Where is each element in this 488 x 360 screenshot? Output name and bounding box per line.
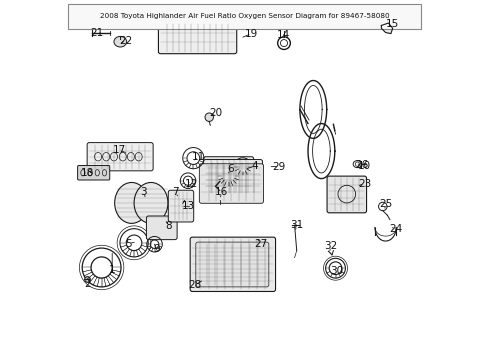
Ellipse shape: [216, 194, 223, 200]
FancyBboxPatch shape: [78, 166, 109, 180]
Text: 9: 9: [153, 244, 159, 254]
FancyBboxPatch shape: [87, 143, 153, 171]
Text: 20: 20: [209, 108, 223, 118]
Text: 19: 19: [244, 28, 258, 39]
Text: 12: 12: [184, 179, 198, 189]
Text: 2008 Toyota Highlander Air Fuel Ratio Oxygen Sensor Diagram for 89467-58080: 2008 Toyota Highlander Air Fuel Ratio Ox…: [100, 13, 388, 19]
FancyBboxPatch shape: [203, 157, 253, 195]
Text: 7: 7: [172, 187, 179, 197]
FancyBboxPatch shape: [146, 216, 177, 240]
FancyBboxPatch shape: [195, 242, 268, 287]
Text: 1: 1: [109, 265, 115, 275]
Text: 30: 30: [330, 266, 343, 276]
Text: 4: 4: [251, 161, 258, 171]
Text: 8: 8: [165, 221, 172, 231]
FancyBboxPatch shape: [158, 22, 236, 54]
Text: 5: 5: [125, 239, 132, 248]
Text: 3: 3: [141, 187, 147, 197]
Text: 18: 18: [81, 168, 94, 178]
Polygon shape: [381, 23, 392, 33]
Text: 23: 23: [357, 179, 370, 189]
Ellipse shape: [134, 183, 167, 224]
Text: 32: 32: [324, 241, 337, 251]
Text: 31: 31: [289, 220, 303, 230]
FancyBboxPatch shape: [190, 237, 275, 292]
Ellipse shape: [114, 183, 148, 224]
Text: 27: 27: [253, 239, 266, 248]
FancyBboxPatch shape: [203, 159, 262, 195]
Text: 29: 29: [272, 162, 285, 172]
Text: 10: 10: [357, 161, 370, 171]
Ellipse shape: [84, 277, 90, 282]
FancyBboxPatch shape: [168, 190, 193, 222]
Bar: [68, 4, 420, 29]
Text: 6: 6: [226, 165, 233, 174]
Text: 16: 16: [215, 187, 228, 197]
FancyBboxPatch shape: [199, 164, 263, 203]
Text: 15: 15: [385, 19, 399, 29]
Ellipse shape: [204, 113, 213, 121]
Text: 13: 13: [181, 202, 194, 211]
Text: 26: 26: [354, 160, 367, 170]
FancyBboxPatch shape: [326, 176, 366, 213]
Text: 17: 17: [112, 145, 125, 155]
Ellipse shape: [114, 36, 126, 47]
Text: 21: 21: [90, 28, 103, 38]
Text: 25: 25: [378, 199, 391, 209]
Text: 22: 22: [120, 36, 133, 46]
Text: 2: 2: [84, 279, 91, 289]
Text: 14: 14: [276, 30, 289, 40]
Text: 24: 24: [389, 224, 402, 234]
Text: 28: 28: [188, 280, 202, 290]
Text: 11: 11: [192, 152, 205, 162]
